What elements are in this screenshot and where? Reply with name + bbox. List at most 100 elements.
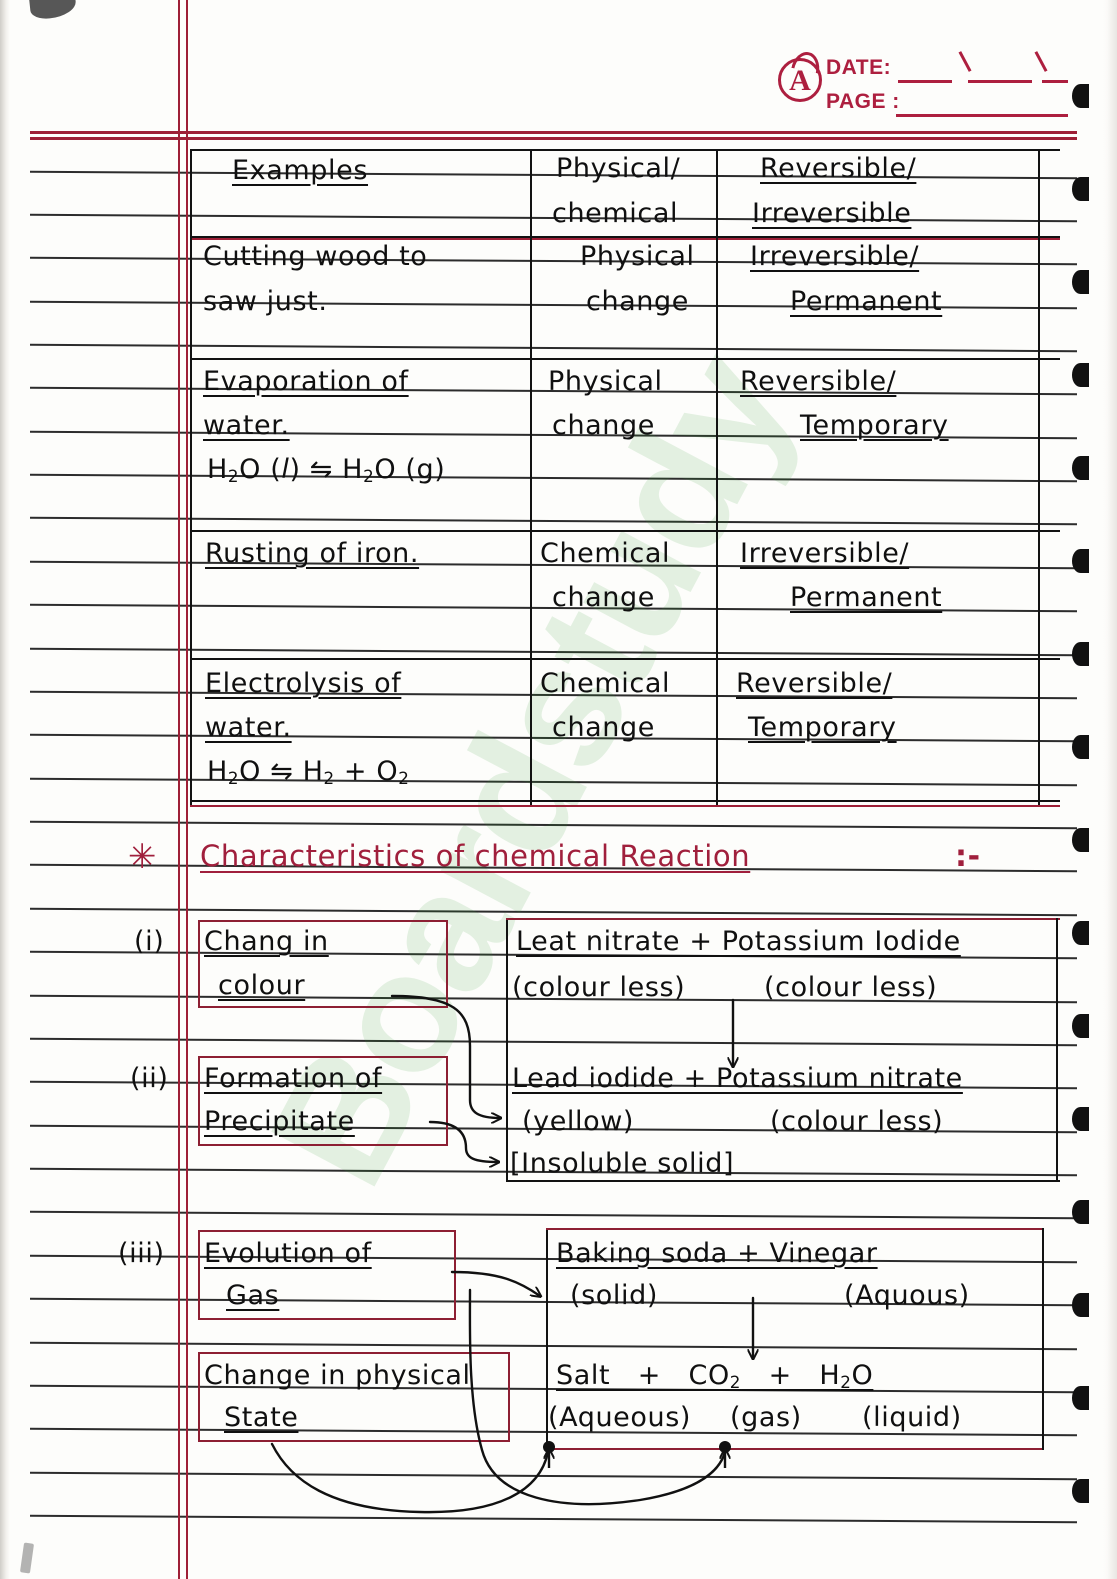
row3-nature-line2: Permanent <box>790 582 943 613</box>
row1-type-line1: Physical <box>580 241 695 272</box>
char-reaction-right-border-2 <box>1042 1228 1045 1450</box>
row1-example-line2: saw just. <box>203 286 328 317</box>
date-slash-1 <box>958 51 972 72</box>
brand-logo-icon: A <box>778 58 822 102</box>
row2-type-line1: Physical <box>548 366 663 397</box>
page-right-edge <box>1103 0 1117 1579</box>
asterisk-bullet-icon: ✳ <box>128 837 158 877</box>
header-examples: Examples <box>232 155 369 186</box>
date-blank-line-3[interactable] <box>1042 80 1068 83</box>
binding-hole <box>1072 177 1089 201</box>
binding-hole <box>1072 735 1089 759</box>
connector-state-loop <box>270 1442 550 1514</box>
char4-products: Salt + CO2 + H2O <box>556 1360 874 1393</box>
binding-hole <box>1072 1293 1089 1317</box>
row4-example-line1: Electrolysis of <box>205 668 402 699</box>
header-irreversible: Irreversible <box>752 198 912 229</box>
row3-nature-line1: Irreversible/ <box>740 538 910 569</box>
char-reaction-right-border-1 <box>1056 918 1059 1180</box>
char2-number: (ii) <box>130 1063 169 1094</box>
table-rule-bottom-red <box>190 805 1060 807</box>
char2-note: [Insoluble solid] <box>510 1148 735 1179</box>
row1-nature-line2: Permanent <box>790 286 943 317</box>
margin-line-left-inner <box>186 0 188 1579</box>
table-rule-row1-bottom <box>190 358 1060 361</box>
char3-label-line2: Gas <box>226 1280 280 1311</box>
char2-label-line2: Precipitate <box>204 1106 355 1137</box>
date-label: DATE: <box>826 56 892 79</box>
margin-line-top-outer <box>30 131 1077 134</box>
page-label: PAGE : <box>826 90 900 113</box>
table-rule-row3-bottom <box>190 658 1060 661</box>
page-bottom-mark <box>19 1542 35 1574</box>
binding-hole <box>1072 642 1089 666</box>
row3-type-line1: Chemical <box>540 538 671 569</box>
connector-gas-endpoint <box>719 1441 731 1453</box>
char-reaction-bottom-border-1 <box>506 1180 1060 1183</box>
char3-reactant1-state: (solid) <box>570 1280 658 1311</box>
heading-colon: :- <box>955 839 981 874</box>
char2-product2-state: (colour less) <box>770 1106 944 1137</box>
row2-equation: H2O (l) ⇋ H2O (g) <box>207 454 446 487</box>
binding-hole <box>1072 1200 1089 1224</box>
page-blank-line[interactable] <box>896 114 1068 117</box>
char4-label-line2: State <box>224 1402 299 1433</box>
row2-type-line2: change <box>552 410 655 441</box>
char3-label-line1: Evolution of <box>204 1238 372 1269</box>
char-reaction-top-border-2 <box>546 1228 1042 1231</box>
date-blank-line-1[interactable] <box>898 80 952 83</box>
row1-nature-line1: Irreversible/ <box>750 241 920 272</box>
date-blank-line-2[interactable] <box>968 80 1032 83</box>
table-rule-row2-bottom <box>190 530 1060 533</box>
char4-product1-state: (Aqueous) <box>548 1402 692 1433</box>
row2-nature-line1: Reversible/ <box>740 366 897 397</box>
row2-nature-line2: Temporary <box>800 410 949 441</box>
date-slash-2 <box>1034 51 1048 72</box>
char1-label-line2: colour <box>218 970 306 1001</box>
char1-label-box <box>198 920 448 1008</box>
row1-type-line2: change <box>586 286 689 317</box>
char1-number: (i) <box>134 926 165 957</box>
char3-reaction-line1: Baking soda + Vinegar <box>556 1238 878 1269</box>
char3-reactant2-state: (Aquous) <box>844 1280 970 1311</box>
char1-reaction-line1: Leat nitrate + Potassium Iodide <box>516 926 961 957</box>
char1-reactant1-state: (colour less) <box>512 972 686 1003</box>
binding-hole <box>1072 1107 1089 1131</box>
table-col-right-border <box>1038 149 1041 805</box>
row4-equation: H2O ⇋ H2 + O2 <box>207 756 410 789</box>
header-physical: Physical/ <box>556 153 681 184</box>
table-col-sep-2 <box>716 149 719 805</box>
table-rule-header-bottom <box>190 236 1060 239</box>
binding-hole <box>1072 456 1089 480</box>
row4-nature-line1: Reversible/ <box>736 668 893 699</box>
row2-example-line1: Evaporation of <box>203 366 409 397</box>
char2-reaction-line1: Lead iodide + Potassium nitrate <box>512 1063 963 1094</box>
table-rule-top <box>190 149 1060 152</box>
header-chemical: chemical <box>552 198 679 229</box>
margin-line-left-outer <box>178 0 180 1579</box>
binding-hole <box>1072 1014 1089 1038</box>
connector-state-endpoint <box>543 1441 555 1453</box>
char2-label-line1: Formation of <box>204 1063 383 1094</box>
char1-reactant2-state: (colour less) <box>764 972 938 1003</box>
binding-hole <box>1072 828 1089 852</box>
page-left-edge <box>0 0 10 1579</box>
table-rule-header-bottom-red <box>190 238 1060 240</box>
date-page-stamp: A DATE: PAGE : <box>778 51 1068 124</box>
char4-label-line1: Change in physical <box>204 1360 471 1391</box>
row4-type-line2: change <box>552 712 655 743</box>
row4-example-line2: water. <box>205 712 292 743</box>
connector-gas-to-solid <box>450 1270 540 1296</box>
binding-hole <box>1072 270 1089 294</box>
binding-hole <box>1072 363 1089 387</box>
char-reaction-left-border-1 <box>506 918 509 1180</box>
char2-product1-state: (yellow) <box>522 1106 635 1137</box>
table-col-sep-1 <box>530 149 533 805</box>
binding-hole <box>1072 921 1089 945</box>
row4-type-line1: Chemical <box>540 668 671 699</box>
char-reaction-top-border <box>506 918 1060 921</box>
char4-product2-state: (gas) <box>730 1402 802 1433</box>
margin-line-top-inner <box>30 137 1077 140</box>
binding-hole <box>1072 549 1089 573</box>
